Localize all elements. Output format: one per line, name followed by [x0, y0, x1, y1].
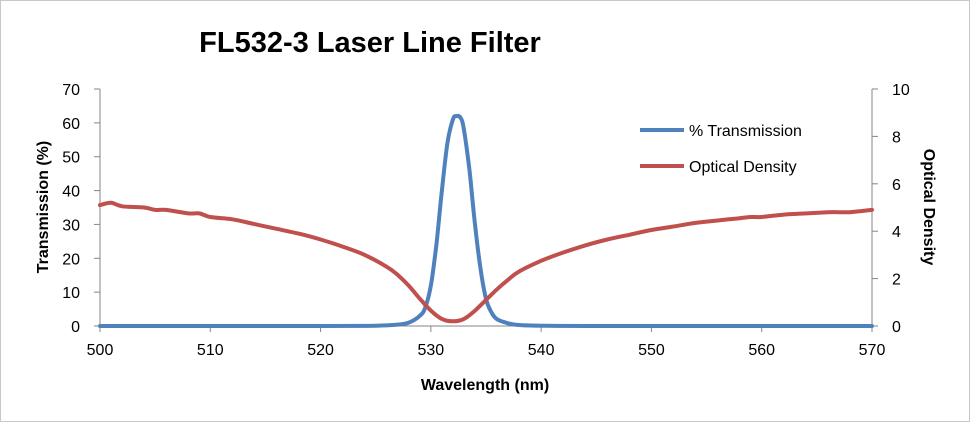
x-tick-label: 500 [87, 342, 114, 359]
x-tick-label: 550 [638, 342, 665, 359]
y-axis-right: 0 2 4 6 8 10 [871, 82, 910, 336]
y2-axis-label: Optical Density [920, 149, 937, 266]
x-tick-label: 520 [307, 342, 334, 359]
y-tick-label: 40 [62, 184, 80, 201]
y-tick-label: 50 [62, 150, 80, 167]
legend-label-transmission: % Transmission [689, 123, 802, 140]
y2-tick-label: 2 [892, 272, 901, 289]
series-line-optical-density [98, 200, 874, 324]
y-tick-label: 0 [71, 319, 80, 336]
series-layer [98, 113, 874, 329]
x-tick-label: 570 [859, 342, 886, 359]
y-tick-label: 70 [62, 82, 80, 99]
y-tick-label: 60 [62, 116, 80, 133]
chart-title: FL532-3 Laser Line Filter [199, 27, 541, 59]
x-axis-label: Wavelength (nm) [421, 377, 549, 394]
series-line-transmission [98, 113, 874, 329]
y2-tick-label: 4 [892, 224, 901, 241]
x-tick-label: 540 [528, 342, 555, 359]
legend: % Transmission Optical Density [640, 123, 802, 176]
legend-label-optical-density: Optical Density [689, 159, 797, 176]
x-tick-label: 560 [748, 342, 775, 359]
y-axis-left: 0 10 20 30 40 50 60 70 [62, 82, 101, 336]
x-tick-label: 510 [197, 342, 224, 359]
y2-tick-label: 8 [892, 129, 901, 146]
y-tick-label: 20 [62, 251, 80, 268]
y2-tick-label: 6 [892, 177, 901, 194]
y-axis-label: Transmission (%) [35, 141, 52, 273]
x-tick-label: 530 [418, 342, 445, 359]
y-tick-label: 30 [62, 217, 80, 234]
y2-tick-label: 10 [892, 82, 910, 99]
y-tick-label: 10 [62, 285, 80, 302]
y2-tick-label: 0 [892, 319, 901, 336]
